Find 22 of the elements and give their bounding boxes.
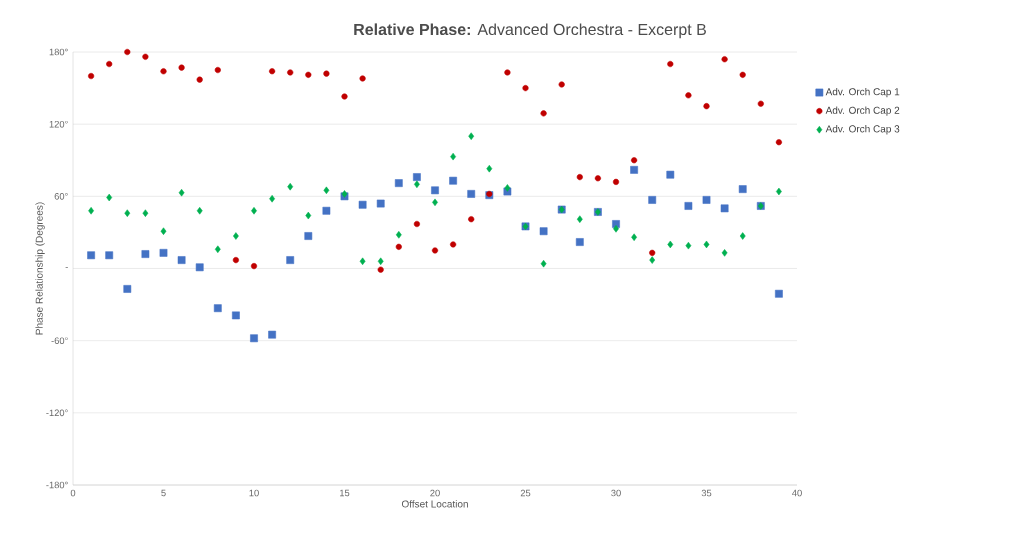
x-tick-label: 30 xyxy=(611,489,621,497)
y-axis-title: Phase Relationship (Degrees) xyxy=(35,202,45,335)
chart-title: Relative Phase: Advanced Orchestra - Excerpt B xyxy=(354,23,706,39)
x-tick-label: 20 xyxy=(430,489,440,497)
x-tick-label: 40 xyxy=(792,489,802,497)
x-tick-label: 15 xyxy=(340,489,350,497)
legend-label: Adv. Orch Cap 1 xyxy=(825,87,900,98)
y-tick-label: -60° xyxy=(51,337,68,344)
x-tick-label: 35 xyxy=(701,489,712,497)
x-axis-title: Offset Location xyxy=(401,500,468,508)
y-tick-label: - xyxy=(65,267,68,268)
legend-label: Adv. Orch Cap 2 xyxy=(825,106,900,116)
x-tick-label: 0 xyxy=(70,489,76,497)
x-tick-label: 5 xyxy=(161,489,166,497)
x-tick-label: 25 xyxy=(520,489,531,497)
y-tick-label: 180° xyxy=(49,48,68,56)
y-tick-label: 120° xyxy=(49,120,68,128)
y-tick-label: 60° xyxy=(54,193,68,200)
y-tick-label: -180° xyxy=(46,481,68,489)
x-tick-label: 10 xyxy=(249,489,259,497)
y-tick-label: -120° xyxy=(46,409,68,417)
legend-label: Adv. Orch Cap 3 xyxy=(825,125,900,135)
